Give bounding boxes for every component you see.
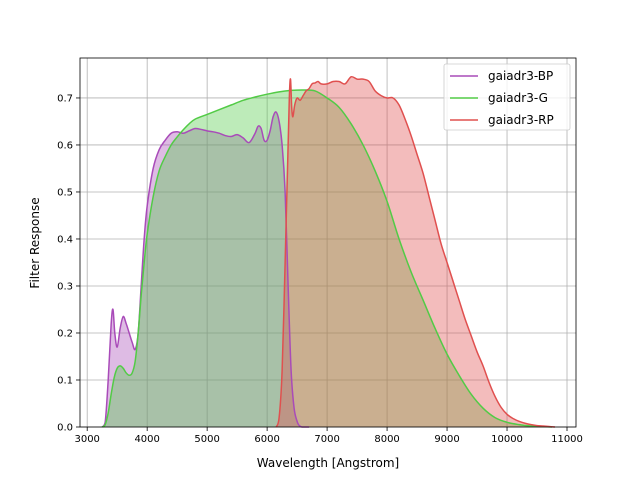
series-line-0	[101, 111, 310, 428]
legend-label: gaiadr3-BP	[488, 69, 553, 83]
x-axis-label: Wavelength [Angstrom]	[257, 456, 399, 470]
y-tick-label: 0.3	[57, 281, 73, 292]
plot-frame	[79, 57, 577, 428]
y-tick-label: 0.5	[57, 187, 73, 198]
y-axis-label: Filter Response	[28, 197, 42, 288]
x-tick-label: 6000	[254, 434, 279, 445]
x-tick-label: 4000	[134, 434, 159, 445]
x-tick-label: 8000	[374, 434, 399, 445]
y-tick-label: 0.1	[57, 375, 73, 386]
legend: gaiadr3-BP gaiadr3-G gaiadr3-RP	[443, 63, 571, 131]
x-tick-label: 11000	[551, 434, 583, 445]
x-tick-label: 3000	[74, 434, 99, 445]
series-line-1	[101, 89, 553, 428]
y-tick-label: 0.2	[57, 328, 73, 339]
y-tick-label: 0.7	[57, 93, 73, 104]
y-tick-label: 0.6	[57, 140, 73, 151]
x-axis-ticks: 3000 4000 5000 6000 7000 8000 9000 10000 11000	[74, 427, 583, 445]
series-fill-2	[276, 76, 556, 428]
x-tick-label: 9000	[434, 434, 459, 445]
x-tick-label: 10000	[491, 434, 523, 445]
legend-label: gaiadr3-G	[488, 91, 548, 105]
x-tick-label: 5000	[194, 434, 219, 445]
x-tick-label: 7000	[314, 434, 339, 445]
legend-box	[443, 63, 571, 131]
series-lines	[101, 75, 556, 428]
y-tick-label: 0.4	[57, 234, 73, 245]
series-fill-1	[102, 89, 553, 427]
legend-label: gaiadr3-RP	[488, 113, 554, 127]
y-axis-ticks: 0.0 0.1 0.2 0.3 0.4 0.5 0.6 0.7	[57, 93, 80, 434]
y-tick-label: 0.0	[57, 423, 73, 434]
series-line-2	[275, 75, 556, 428]
